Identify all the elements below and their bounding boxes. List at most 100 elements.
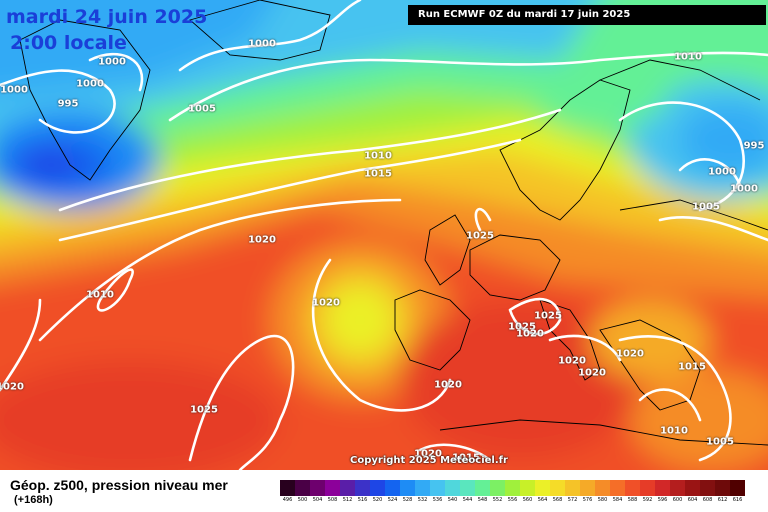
legend-cell: 496	[280, 480, 295, 508]
legend-label: 544	[462, 497, 473, 503]
legend-cell: 560	[520, 480, 535, 508]
isobar-label: 1020	[578, 367, 606, 379]
legend-label: 576	[582, 497, 593, 503]
legend-label: 612	[717, 497, 728, 503]
isobar-label: 1025	[190, 404, 218, 416]
isobar-label: 1025	[466, 230, 494, 242]
legend-swatch	[610, 480, 625, 496]
legend-cell: 572	[565, 480, 580, 508]
legend-cell: 552	[490, 480, 505, 508]
isobar-label: 995	[743, 140, 765, 152]
legend-label: 588	[627, 497, 638, 503]
legend-cell: 532	[415, 480, 430, 508]
legend-cell: 556	[505, 480, 520, 508]
legend-label: 556	[507, 497, 518, 503]
z500-color-field	[0, 0, 768, 470]
legend-cell: 536	[430, 480, 445, 508]
legend-swatch	[430, 480, 445, 496]
isobar-label: 1005	[692, 201, 720, 213]
legend-swatch	[700, 480, 715, 496]
legend-swatch	[340, 480, 355, 496]
legend-label: 600	[672, 497, 683, 503]
legend-swatch	[370, 480, 385, 496]
isobar-label: 1010	[364, 150, 392, 162]
legend-label: 524	[387, 497, 398, 503]
legend-label: 540	[447, 497, 458, 503]
legend-cell: 512	[340, 480, 355, 508]
legend-swatch	[325, 480, 340, 496]
legend-label: 536	[432, 497, 443, 503]
legend-cell: 548	[475, 480, 490, 508]
isobar-label: 1000	[248, 38, 276, 50]
isobar-label: 1010	[660, 425, 688, 437]
legend-cell: 516	[355, 480, 370, 508]
color-scale-legend: 496 500 504 508 512 516 520 524 528 532 536 540 544 5…	[280, 480, 745, 508]
isobar-label: 1000	[0, 84, 28, 96]
geopotential-field	[0, 0, 768, 470]
legend-label: 512	[342, 497, 353, 503]
legend-label: 592	[642, 497, 653, 503]
legend-swatch	[385, 480, 400, 496]
legend-cell: 500	[295, 480, 310, 508]
legend-label: 604	[687, 497, 698, 503]
legend-swatch	[640, 480, 655, 496]
isobar-label: 1020	[312, 297, 340, 309]
legend-label: 608	[702, 497, 713, 503]
legend-label: 584	[612, 497, 623, 503]
isobar-label: 1000	[708, 166, 736, 178]
forecast-hour: (+168h)	[14, 494, 53, 506]
coastlines	[19, 0, 768, 446]
valid-time: 2:00 locale	[10, 32, 127, 54]
legend-swatch	[295, 480, 310, 496]
legend-swatch	[730, 480, 745, 496]
isobar-label: 1000	[76, 78, 104, 90]
legend-cell: 576	[580, 480, 595, 508]
legend-cell: 608	[700, 480, 715, 508]
legend-label: 528	[402, 497, 413, 503]
isobar-label: 1025	[534, 310, 562, 322]
isobar-label: 1005	[188, 103, 216, 115]
legend-label: 496	[282, 497, 293, 503]
legend-swatch	[490, 480, 505, 496]
isobar-label: 1020	[414, 448, 442, 460]
legend-cell: 520	[370, 480, 385, 508]
isobar-label: 1000	[98, 56, 126, 68]
legend-swatch	[520, 480, 535, 496]
legend-cell: 568	[550, 480, 565, 508]
legend-cell: 524	[385, 480, 400, 508]
legend-cell: 588	[625, 480, 640, 508]
legend-label: 580	[597, 497, 608, 503]
legend-label: 548	[477, 497, 488, 503]
legend-swatch	[670, 480, 685, 496]
isobar-label: 1020	[434, 379, 462, 391]
isobar-label: 1020	[558, 355, 586, 367]
copyright-notice: Copyright 2025 Meteociel.fr	[350, 455, 508, 466]
isobar-label: 1025	[508, 321, 536, 333]
legend-cell: 544	[460, 480, 475, 508]
legend-cell: 540	[445, 480, 460, 508]
legend-cell: 584	[610, 480, 625, 508]
legend-label: 616	[732, 497, 743, 503]
isobar-label: 995	[57, 98, 79, 110]
legend-cell: 616	[730, 480, 745, 508]
legend-label: 520	[372, 497, 383, 503]
isobar-label: 1015	[364, 168, 392, 180]
legend-swatch	[310, 480, 325, 496]
legend-cell: 600	[670, 480, 685, 508]
legend-swatch	[460, 480, 475, 496]
isobar-label: 1020	[0, 381, 24, 393]
legend-swatch	[415, 480, 430, 496]
legend-swatch	[475, 480, 490, 496]
legend-swatch	[625, 480, 640, 496]
legend-swatch	[715, 480, 730, 496]
legend-label: 516	[357, 497, 368, 503]
isobar-label: 1010	[674, 51, 702, 63]
valid-date: mardi 24 juin 2025	[6, 6, 208, 28]
legend-swatch	[685, 480, 700, 496]
legend-cell: 604	[685, 480, 700, 508]
isobar-label: 1005	[706, 436, 734, 448]
legend-cell: 596	[655, 480, 670, 508]
legend-label: 568	[552, 497, 563, 503]
legend-label: 560	[522, 497, 533, 503]
legend-cell: 592	[640, 480, 655, 508]
